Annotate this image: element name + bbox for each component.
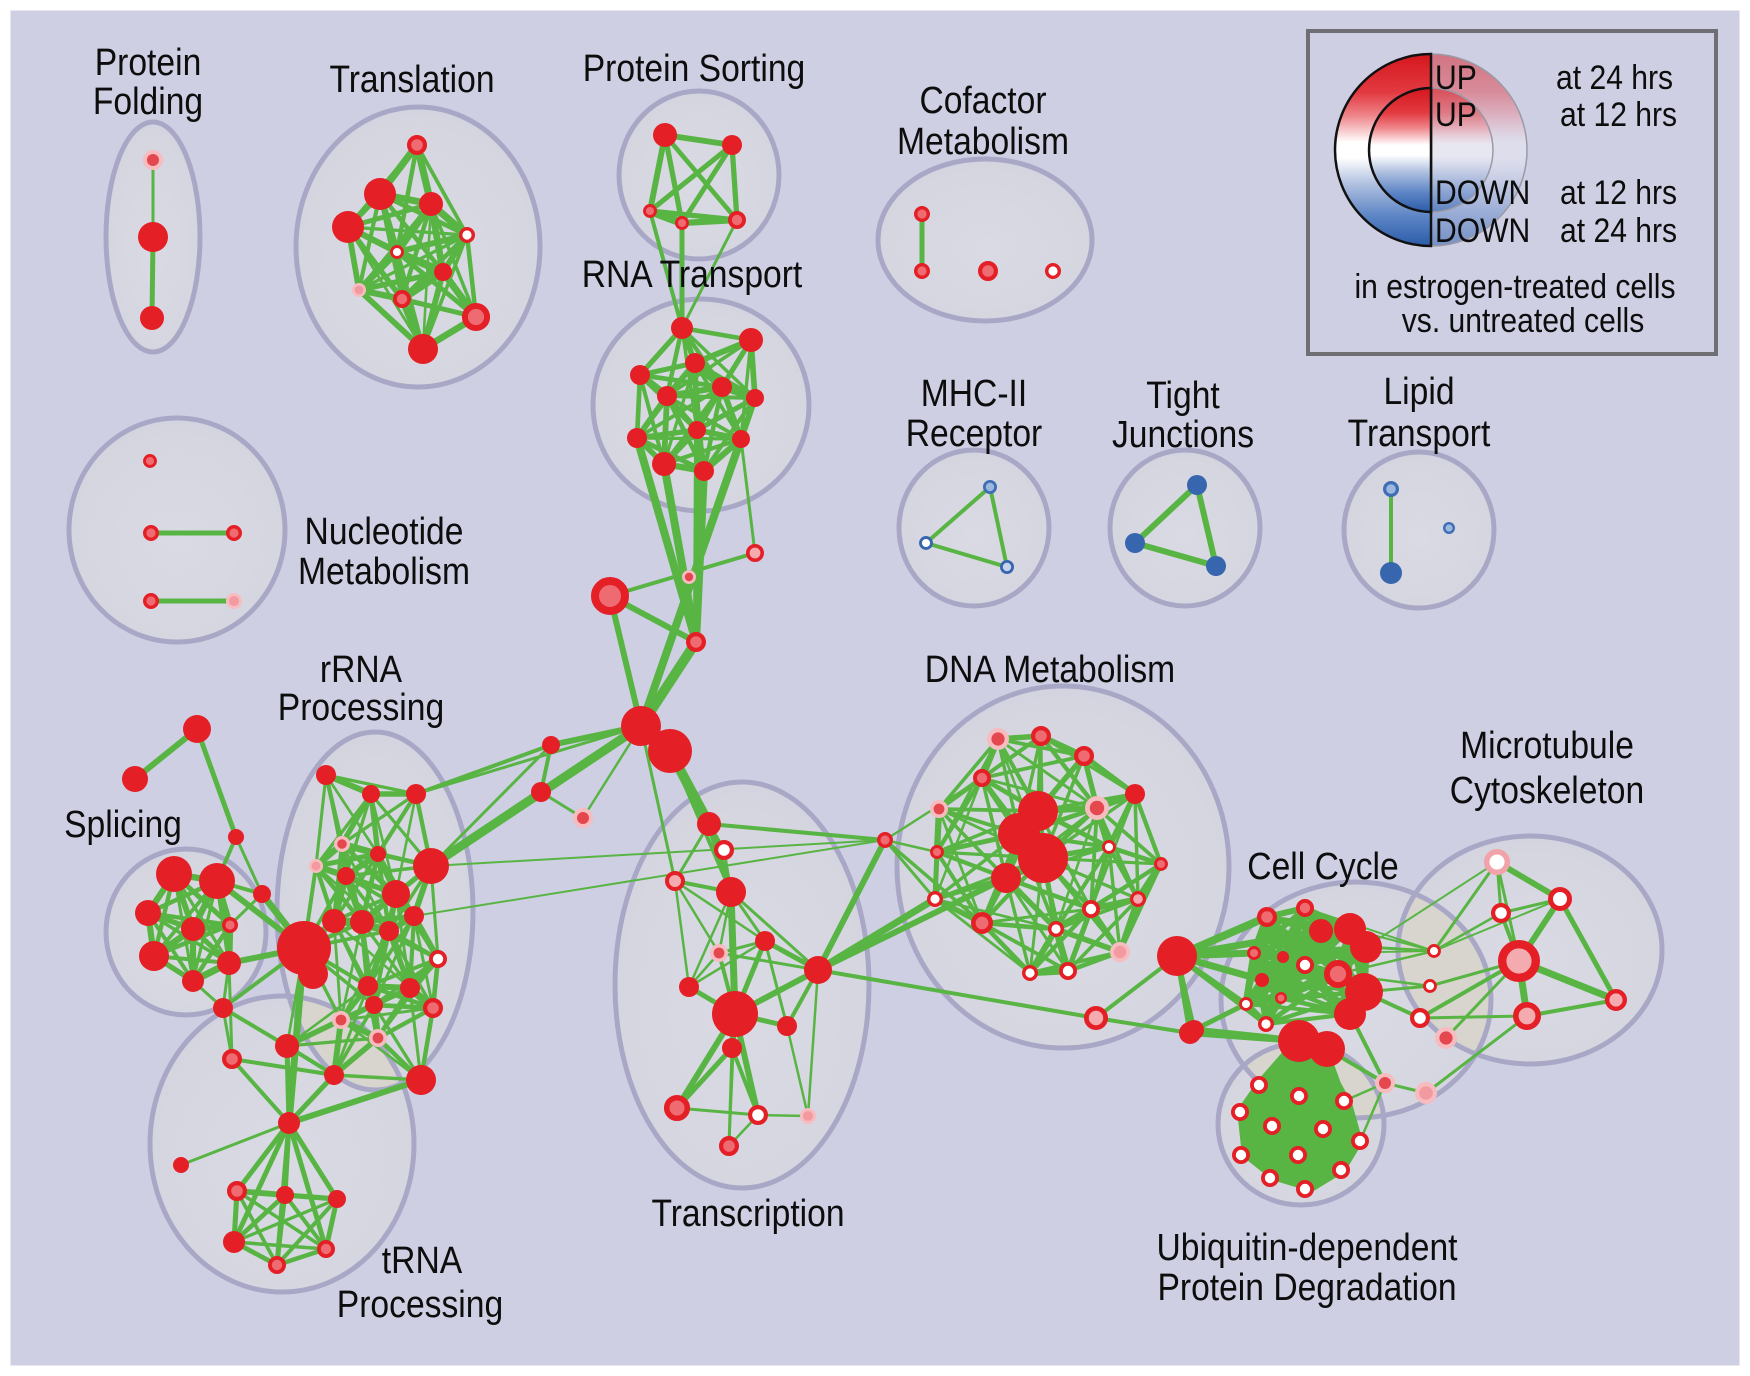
svg-text:Cell Cycle: Cell Cycle (1247, 846, 1398, 888)
svg-text:at 12 hrs: at 12 hrs (1560, 96, 1677, 134)
svg-text:DOWN: DOWN (1435, 212, 1530, 250)
svg-text:Junctions: Junctions (1112, 414, 1254, 456)
svg-text:DNA Metabolism: DNA Metabolism (925, 649, 1175, 691)
svg-text:Tight: Tight (1146, 375, 1220, 417)
svg-text:Metabolism: Metabolism (897, 121, 1069, 163)
svg-text:rRNA: rRNA (320, 649, 403, 691)
svg-text:Ubiquitin-dependent: Ubiquitin-dependent (1157, 1227, 1458, 1269)
svg-text:Nucleotide: Nucleotide (305, 511, 464, 553)
svg-text:Protein Sorting: Protein Sorting (583, 48, 806, 90)
svg-text:Transport: Transport (1348, 413, 1491, 455)
svg-text:MHC-II: MHC-II (921, 373, 1028, 415)
svg-text:Metabolism: Metabolism (298, 551, 470, 593)
svg-text:Receptor: Receptor (906, 413, 1043, 455)
svg-text:Cytoskeleton: Cytoskeleton (1450, 770, 1644, 812)
svg-text:Splicing: Splicing (64, 804, 182, 846)
svg-text:RNA Transport: RNA Transport (582, 254, 803, 296)
svg-text:Folding: Folding (93, 81, 203, 123)
svg-text:in estrogen-treated cells: in estrogen-treated cells (1354, 268, 1675, 306)
svg-text:Microtubule: Microtubule (1460, 725, 1634, 767)
svg-text:UP: UP (1435, 96, 1477, 134)
svg-text:at 24 hrs: at 24 hrs (1560, 212, 1677, 250)
svg-text:tRNA: tRNA (382, 1240, 463, 1282)
svg-text:Processing: Processing (337, 1284, 503, 1326)
svg-text:DOWN: DOWN (1435, 174, 1530, 212)
svg-text:vs. untreated cells: vs. untreated cells (1402, 302, 1645, 340)
svg-text:Transcription: Transcription (651, 1193, 844, 1235)
svg-text:Protein: Protein (95, 42, 202, 84)
svg-text:at 24 hrs: at 24 hrs (1556, 59, 1673, 97)
svg-text:Processing: Processing (278, 687, 444, 729)
svg-text:Translation: Translation (329, 59, 494, 101)
svg-text:UP: UP (1435, 59, 1477, 97)
svg-text:at 12 hrs: at 12 hrs (1560, 174, 1677, 212)
svg-text:Cofactor: Cofactor (919, 80, 1046, 122)
svg-text:Lipid: Lipid (1383, 371, 1454, 413)
svg-text:Protein Degradation: Protein Degradation (1157, 1267, 1456, 1309)
